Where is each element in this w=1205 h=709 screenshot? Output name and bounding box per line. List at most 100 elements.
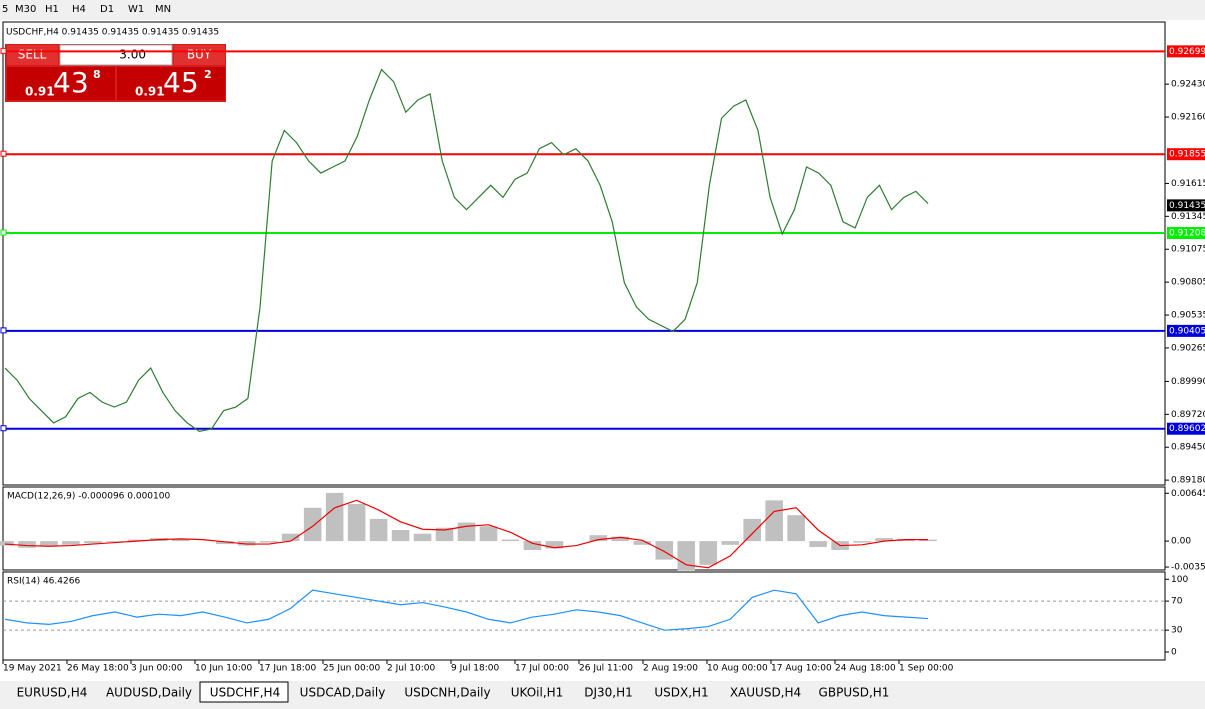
macd-bar [413, 533, 432, 542]
bid-small: 8 [93, 68, 101, 81]
tab-label[interactable]: USDCHF,H4 [210, 686, 280, 700]
macd-bar [40, 541, 58, 547]
level-label-box [1167, 422, 1205, 435]
macd-bar [853, 541, 871, 543]
x-tick-label: 2 Aug 19:00 [643, 664, 698, 674]
level-marker [0, 47, 7, 54]
y-tick-label: 0.91345 [1171, 212, 1205, 222]
price-line [4, 589, 929, 631]
macd-bar [0, 541, 14, 546]
macd-bar [919, 539, 937, 542]
y-tick-label: 0.90535 [1171, 311, 1205, 321]
ask-box[interactable] [117, 67, 225, 100]
macd-pane [2, 486, 1166, 571]
macd-bar [128, 539, 146, 542]
y-tick-label: 0.91075 [1171, 245, 1205, 255]
y-tick-label: 0.91615 [1171, 179, 1205, 189]
x-tick-label: 1 Sep 00:00 [899, 664, 954, 674]
macd-bar [677, 541, 696, 571]
macd-bar [633, 541, 652, 545]
timeframe-button[interactable]: H4 [72, 4, 86, 15]
level-label-box [1167, 227, 1205, 240]
macd-bar [523, 541, 542, 550]
timeframe-button[interactable]: D1 [100, 4, 114, 15]
ask-big: 45 [163, 66, 199, 99]
tab[interactable] [199, 681, 289, 703]
y-tick-label: 0.92160 [1171, 113, 1205, 123]
tab[interactable] [290, 684, 393, 704]
tab[interactable] [643, 684, 718, 704]
level-marker [0, 425, 7, 432]
y-tick-label: 0.89180 [1171, 476, 1205, 486]
tab[interactable] [395, 684, 498, 704]
tab[interactable] [811, 684, 895, 704]
x-tick-label: 17 Jun 18:00 [259, 664, 316, 674]
timeframe-button[interactable]: H1 [45, 4, 59, 15]
timeframe-button[interactable]: 5 [2, 4, 8, 15]
tab[interactable] [98, 684, 198, 704]
timeframe-button[interactable]: MN [155, 4, 171, 15]
y-tick-label: 0.006451 [1171, 489, 1205, 499]
tab-label[interactable]: USDCNH,Daily [404, 686, 490, 700]
tab-label[interactable]: XAUUSD,H4 [730, 686, 801, 700]
price-line [4, 68, 929, 433]
timeframe-button[interactable]: M30 [15, 4, 36, 15]
tab-label[interactable]: EURUSD,H4 [17, 686, 88, 700]
trade-panel: SELL 3.00 BUY 0.91 43 8 0.91 45 2 [5, 44, 226, 102]
ask-prefix: 0.91 [135, 85, 165, 99]
macd-bar [699, 541, 718, 565]
x-tick-label: 10 Aug 00:00 [707, 664, 768, 674]
x-tick-label: 3 Jun 00:00 [131, 664, 183, 674]
macd-bar [611, 536, 630, 542]
macd-bar [106, 541, 124, 542]
tab-label[interactable]: UKOil,H1 [511, 686, 564, 700]
tab-label[interactable]: GBPUSD,H1 [819, 686, 890, 700]
y-tick-label: -0.0035 [1171, 563, 1205, 573]
level-label: 0.91855 [1169, 150, 1205, 160]
tab-label[interactable]: USDCAD,Daily [300, 686, 386, 700]
tab-label[interactable]: AUDUSD,Daily [106, 686, 192, 700]
level-marker [0, 150, 7, 157]
macd-bar [237, 541, 256, 546]
macd-bar [589, 535, 608, 542]
tab[interactable] [500, 684, 572, 704]
y-tick-label: 70 [1171, 597, 1183, 607]
tab-label[interactable]: DJ30,H1 [584, 686, 633, 700]
x-tick-label: 24 Aug 18:00 [835, 664, 896, 674]
current-price-label: 0.91435 [1169, 201, 1205, 211]
buy-button[interactable] [174, 45, 225, 65]
level-label: 0.90405 [1169, 326, 1205, 336]
x-tick-label: 17 Jul 00:00 [515, 664, 569, 674]
macd-bar [545, 541, 564, 549]
macd-bar [369, 518, 388, 542]
macd-bar [215, 541, 234, 545]
x-tick-label: 26 May 18:00 [67, 664, 129, 674]
macd-bar [391, 529, 410, 542]
macd-bar [259, 541, 278, 543]
tab[interactable] [720, 684, 809, 704]
rsi-pane [2, 571, 1166, 661]
y-tick-label: 0.90265 [1171, 343, 1205, 353]
macd-bar [18, 541, 36, 548]
y-tick-label: 0.92430 [1171, 80, 1205, 90]
x-tick-label: 10 Jun 10:00 [195, 664, 252, 674]
sell-button[interactable] [7, 45, 58, 65]
x-tick-label: 25 Jun 00:00 [323, 664, 380, 674]
volume-field[interactable] [59, 44, 173, 66]
buy-label[interactable]: BUY [187, 48, 212, 62]
macd-bar [787, 515, 805, 542]
sell-label[interactable]: SELL [18, 48, 47, 62]
bid-prefix: 0.91 [25, 85, 55, 99]
macd-bar [875, 538, 893, 542]
macd-bar [172, 538, 190, 542]
y-tick-label: 0.90805 [1171, 278, 1205, 288]
bid-box[interactable] [7, 67, 115, 100]
tab[interactable] [574, 684, 641, 704]
tab[interactable] [6, 684, 96, 704]
tab-label[interactable]: USDX,H1 [654, 686, 708, 700]
x-tick-label: 2 Jul 10:00 [387, 664, 436, 674]
macd-bar [435, 527, 454, 542]
timeframe-button[interactable]: W1 [128, 4, 144, 15]
volume[interactable]: 3.00 [119, 48, 146, 62]
signal-line [4, 499, 928, 569]
